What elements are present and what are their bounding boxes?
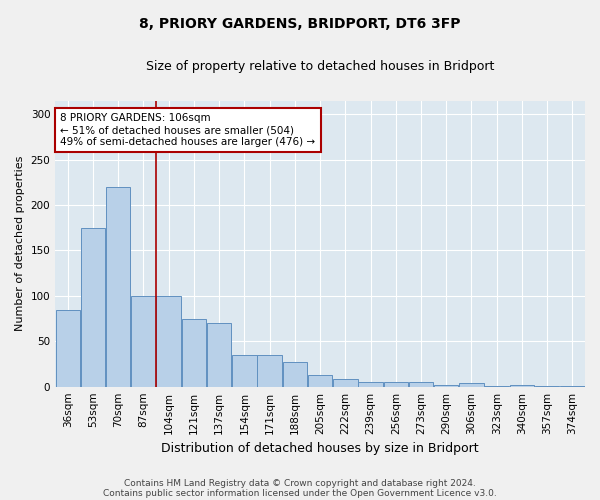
Bar: [106, 187, 130, 386]
Bar: [232, 355, 257, 386]
Bar: [81, 228, 105, 386]
Text: 8, PRIORY GARDENS, BRIDPORT, DT6 3FP: 8, PRIORY GARDENS, BRIDPORT, DT6 3FP: [139, 18, 461, 32]
Bar: [409, 382, 433, 386]
Bar: [333, 380, 358, 386]
Bar: [358, 382, 383, 386]
Bar: [56, 310, 80, 386]
Bar: [283, 362, 307, 386]
Bar: [459, 383, 484, 386]
Bar: [383, 382, 408, 386]
Text: Contains public sector information licensed under the Open Government Licence v3: Contains public sector information licen…: [103, 488, 497, 498]
Bar: [509, 385, 534, 386]
Title: Size of property relative to detached houses in Bridport: Size of property relative to detached ho…: [146, 60, 494, 73]
Bar: [434, 385, 458, 386]
Bar: [157, 296, 181, 386]
Bar: [182, 318, 206, 386]
Bar: [207, 323, 232, 386]
Text: 8 PRIORY GARDENS: 106sqm
← 51% of detached houses are smaller (504)
49% of semi-: 8 PRIORY GARDENS: 106sqm ← 51% of detach…: [61, 114, 316, 146]
X-axis label: Distribution of detached houses by size in Bridport: Distribution of detached houses by size …: [161, 442, 479, 455]
Bar: [308, 375, 332, 386]
Bar: [257, 355, 282, 386]
Bar: [131, 296, 156, 386]
Text: Contains HM Land Registry data © Crown copyright and database right 2024.: Contains HM Land Registry data © Crown c…: [124, 478, 476, 488]
Y-axis label: Number of detached properties: Number of detached properties: [15, 156, 25, 332]
